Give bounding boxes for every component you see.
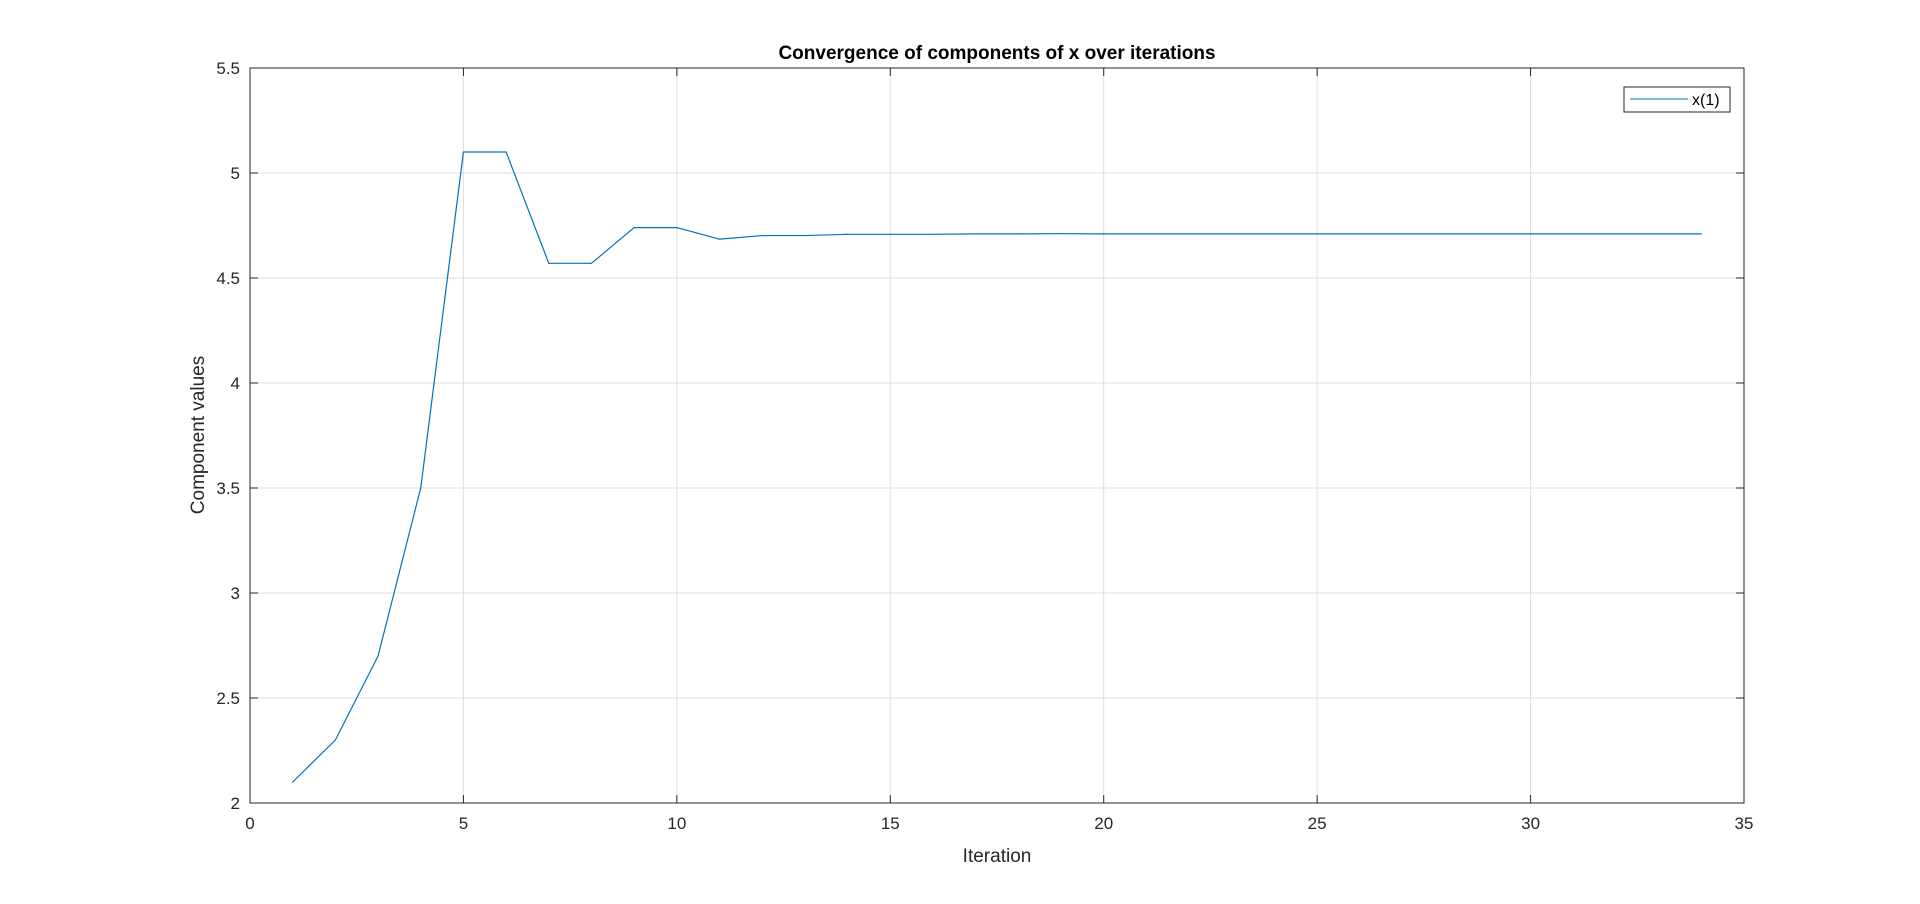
y-axis-label: Component values xyxy=(188,356,209,514)
data-point xyxy=(975,233,977,235)
data-point xyxy=(548,262,550,264)
x-tick-label: 20 xyxy=(1094,814,1113,833)
data-point xyxy=(1487,233,1489,235)
data-point xyxy=(1444,233,1446,235)
series-layer xyxy=(292,151,1702,783)
data-point xyxy=(1188,233,1190,235)
data-point xyxy=(932,233,934,235)
data-point xyxy=(462,151,465,153)
data-point xyxy=(1615,233,1617,235)
data-point xyxy=(1700,233,1702,235)
data-point xyxy=(1316,233,1318,235)
data-point xyxy=(1572,233,1574,235)
data-point xyxy=(590,262,593,264)
x-tick-label: 15 xyxy=(881,814,900,833)
data-point xyxy=(804,234,806,237)
data-point xyxy=(1359,233,1361,235)
data-point xyxy=(889,233,891,235)
data-point xyxy=(1401,233,1404,235)
data-point xyxy=(1273,233,1276,235)
data-point xyxy=(1231,233,1233,235)
y-tick-labels: 2 2.5 3 3.5 4 4.5 5 5.5 xyxy=(216,59,240,813)
data-point xyxy=(633,227,635,229)
legend-label: x(1) xyxy=(1692,92,1720,109)
y-tick-label: 4 xyxy=(231,374,240,393)
data-point xyxy=(377,655,379,657)
chart-title: Convergence of components of x over iter… xyxy=(778,43,1215,64)
data-point xyxy=(847,233,849,235)
y-tick-label: 5 xyxy=(231,164,240,183)
data-point xyxy=(420,487,422,489)
grid xyxy=(249,67,1745,804)
x-tick-labels: 0 5 10 15 20 25 30 35 xyxy=(245,814,1753,833)
data-point xyxy=(676,227,678,229)
x-tick-label: 10 xyxy=(667,814,686,833)
data-point xyxy=(761,234,763,237)
x-axis-label: Iteration xyxy=(963,846,1032,867)
data-point xyxy=(334,739,336,741)
x-tick-label: 5 xyxy=(459,814,468,833)
data-point xyxy=(1103,233,1105,235)
x-tick-label: 0 xyxy=(245,814,254,833)
x-tick-label: 30 xyxy=(1521,814,1540,833)
plot-area xyxy=(250,68,1744,803)
data-point xyxy=(1529,233,1532,235)
data-point xyxy=(1145,233,1147,235)
y-tick-label: 3 xyxy=(231,584,240,603)
data-point xyxy=(292,781,294,783)
data-point xyxy=(1060,233,1062,235)
plot-frame xyxy=(249,67,1745,804)
y-tick-label: 5.5 xyxy=(216,59,240,78)
data-point xyxy=(1017,233,1019,235)
y-tick-label: 4.5 xyxy=(216,269,240,288)
data-point xyxy=(1658,233,1660,235)
y-tick-label: 2 xyxy=(231,794,240,813)
x-tick-label: 35 xyxy=(1735,814,1754,833)
series-line xyxy=(292,151,1702,783)
data-point xyxy=(505,151,507,153)
ticks xyxy=(249,67,1745,804)
x-tick-label: 25 xyxy=(1308,814,1327,833)
y-tick-label: 3.5 xyxy=(216,479,240,498)
legend: x(1) xyxy=(1623,86,1731,113)
data-point xyxy=(718,238,721,240)
y-tick-label: 2.5 xyxy=(216,689,240,708)
